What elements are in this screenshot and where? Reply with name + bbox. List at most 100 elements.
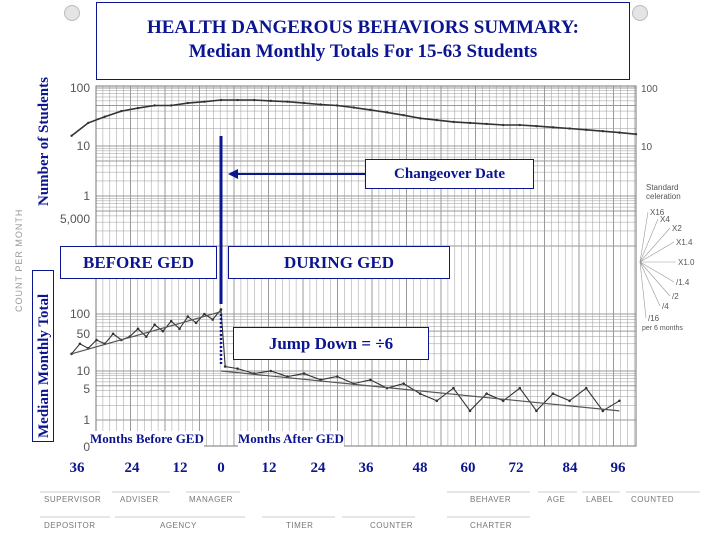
footer-label: CHARTER (470, 521, 512, 530)
months-after-label: Months After GED (238, 431, 344, 447)
footer-label: TIMER (286, 521, 313, 530)
median-point (402, 382, 405, 385)
median-point (468, 409, 472, 413)
data-series (70, 98, 638, 413)
median-point (302, 372, 306, 375)
students-point (618, 131, 621, 134)
median-point (535, 409, 538, 413)
median-point (485, 392, 488, 395)
celeration-title: Standard (646, 183, 678, 192)
celeration-ray (639, 241, 675, 263)
chart-subtitle: Median Monthly Totals For 15-63 Students (188, 41, 538, 62)
x-tick-label: 96 (610, 460, 626, 476)
upper-tick-label: 10 (77, 139, 91, 153)
median-point (584, 386, 588, 390)
median-point (551, 392, 555, 395)
celeration-ray (639, 261, 647, 319)
changeover-date-label: Changeover Date (365, 159, 534, 189)
students-point (634, 132, 638, 136)
median-point (518, 386, 522, 390)
students-point (568, 127, 571, 130)
students-point (120, 109, 123, 113)
x-tick-label: 24 (124, 460, 140, 476)
x-tick-label: 36 (358, 460, 374, 476)
students-point (219, 98, 223, 102)
median-point (78, 342, 82, 346)
median-point (186, 315, 190, 318)
students-point (518, 123, 521, 127)
students-point (203, 100, 206, 103)
students-point (551, 126, 555, 129)
punch-hole-left (64, 5, 80, 21)
students-point (419, 117, 422, 120)
changeover-arrowhead (228, 169, 238, 179)
celeration-ray (639, 261, 671, 297)
median-point (211, 318, 214, 321)
celeration-label: X1.0 (678, 258, 695, 267)
median-point (369, 378, 372, 382)
students-point (302, 101, 306, 105)
median-point (269, 369, 273, 373)
celeration-label: /1.4 (676, 278, 690, 287)
median-point (501, 399, 505, 403)
x-tick-band (58, 454, 660, 486)
lower-tick-label: 1 (83, 413, 90, 427)
median-point (452, 386, 455, 390)
celeration-label: X2 (672, 224, 682, 233)
x-tick-label: 12 (172, 460, 188, 476)
chart-footer: SUPERVISOR ADVISER MANAGER DEPOSITOR AGENCY T… (40, 491, 700, 530)
footer-label: COUNTED (631, 495, 674, 504)
footer-label: MANAGER (189, 495, 233, 504)
footer-label: ADVISER (120, 495, 159, 504)
celeration-note: per 6 months (642, 325, 683, 332)
median-point (95, 338, 98, 342)
students-point (585, 128, 588, 132)
lower-tick-label: 0 (83, 440, 90, 454)
lower-tick-label: 50 (77, 327, 91, 341)
median-point (236, 367, 239, 370)
right-tick-label: 100 (641, 84, 658, 95)
students-point (103, 115, 107, 118)
students-point (601, 129, 604, 133)
celeration-label: X16 (650, 208, 665, 217)
median-point (618, 399, 621, 403)
celeration-ray (639, 261, 675, 283)
celeration-label: X4 (660, 215, 670, 224)
median-point (169, 319, 173, 323)
x-tick-label: 84 (562, 460, 578, 476)
median-point (219, 308, 223, 311)
students-point (485, 122, 488, 126)
footer-label: DEPOSITOR (44, 521, 95, 530)
celeration-ray (639, 261, 661, 307)
celeration-ray (639, 211, 649, 263)
celeration-label: X1.4 (676, 238, 693, 247)
students-point (435, 118, 438, 122)
lower-tick-label: 100 (70, 307, 90, 321)
lower-tick-label: 5,000 (60, 212, 90, 226)
x-tick-label: 12 (261, 460, 277, 476)
students-point (186, 101, 189, 105)
footer-label: AGENCY (160, 521, 197, 530)
celeration-fan: StandardcelerationX16X4X2X1.4X1.0/1.4/2/… (639, 183, 695, 332)
footer-label: BEHAVER (470, 495, 511, 504)
students-point (535, 124, 538, 128)
students-point (369, 108, 372, 112)
footer-label: LABEL (586, 495, 613, 504)
median-point (601, 409, 605, 413)
students-point (236, 98, 239, 102)
median-line (71, 308, 620, 412)
students-point (286, 100, 289, 103)
x-tick-label: 60 (460, 460, 476, 476)
students-point (352, 106, 355, 109)
chart-title: HEALTH DANGEROUS BEHAVIORS SUMMARY: (146, 17, 580, 38)
students-point (269, 99, 272, 103)
printed-count-label: COUNT PER MONTH (14, 208, 24, 312)
median-point (568, 399, 571, 403)
before-phase-label: BEFORE GED (60, 246, 217, 279)
median-point (145, 335, 148, 338)
median-point (223, 365, 227, 368)
lower-tick-label: 10 (77, 364, 91, 378)
median-point (153, 323, 156, 326)
y-label-lower-box (32, 270, 54, 442)
students-point (336, 104, 339, 107)
